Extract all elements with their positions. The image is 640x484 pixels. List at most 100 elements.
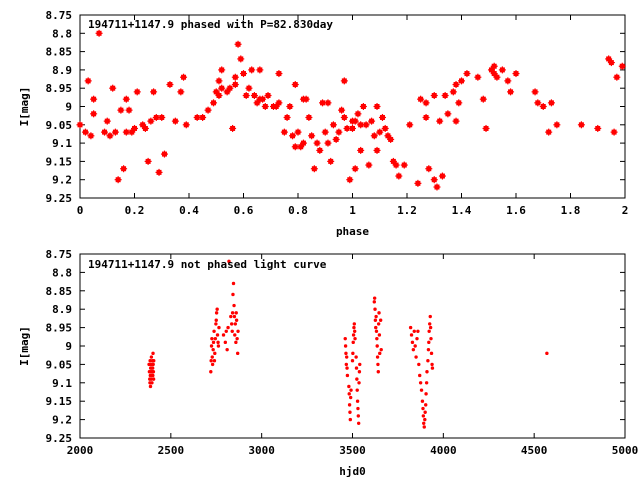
data-point	[347, 392, 351, 396]
data-point	[419, 388, 424, 392]
data-point	[423, 417, 427, 422]
data-point	[547, 99, 555, 107]
data-point	[422, 99, 430, 107]
y-tick-label: 9.25	[46, 432, 73, 445]
data-point	[215, 307, 219, 311]
data-point	[352, 329, 357, 333]
y-tick-label: 8.75	[46, 9, 73, 22]
data-point	[177, 88, 185, 96]
data-point	[414, 179, 422, 187]
data-point	[90, 110, 98, 118]
data-point	[418, 381, 423, 385]
data-point	[151, 377, 156, 381]
data-point	[355, 377, 359, 381]
data-point	[289, 132, 297, 140]
x-tick-label: 4500	[521, 444, 548, 457]
data-point	[114, 176, 122, 184]
data-point	[90, 95, 98, 103]
data-point	[594, 124, 602, 132]
y-tick-label: 9.2	[52, 174, 72, 187]
data-point	[553, 121, 561, 129]
data-point	[122, 95, 130, 103]
data-point	[332, 135, 340, 143]
data-point	[430, 176, 438, 184]
data-point	[425, 165, 433, 173]
data-point	[225, 347, 229, 352]
data-point	[356, 406, 360, 411]
data-point	[350, 359, 355, 363]
data-point	[160, 150, 168, 158]
data-point	[408, 325, 413, 330]
data-point	[415, 336, 419, 341]
data-point	[150, 88, 158, 96]
data-point	[212, 359, 217, 363]
data-point	[412, 329, 416, 333]
data-point	[210, 362, 215, 367]
data-point	[133, 88, 141, 96]
data-point	[418, 373, 422, 378]
y-tick-label: 8.8	[52, 27, 72, 40]
data-point	[353, 336, 357, 341]
data-point	[534, 99, 542, 107]
data-point	[351, 333, 356, 337]
data-point	[474, 73, 482, 81]
data-point	[449, 88, 457, 96]
data-point	[433, 183, 441, 191]
data-point	[95, 29, 103, 37]
data-point	[452, 117, 460, 125]
y-tick-label: 9.15	[46, 395, 73, 408]
data-point	[101, 128, 109, 136]
data-point	[455, 99, 463, 107]
data-point	[199, 113, 207, 121]
data-point	[214, 322, 218, 326]
data-point	[479, 95, 487, 103]
data-point	[283, 113, 291, 121]
data-point	[378, 351, 382, 356]
x-tick-label: 1.8	[561, 204, 581, 217]
data-point	[209, 370, 213, 374]
data-point	[406, 121, 414, 129]
data-point	[374, 325, 378, 330]
data-point	[305, 113, 313, 121]
data-point	[211, 340, 216, 345]
x-tick-label: 0.2	[125, 204, 145, 217]
y-tick-label: 8.75	[46, 248, 73, 261]
data-point	[416, 329, 420, 333]
data-point	[577, 121, 585, 129]
data-point	[458, 77, 465, 85]
data-point	[234, 318, 239, 322]
data-point	[372, 300, 376, 304]
data-point	[605, 55, 613, 63]
data-point	[348, 395, 353, 400]
data-point	[231, 281, 236, 286]
data-point	[155, 168, 163, 176]
data-point	[147, 117, 155, 125]
data-point	[217, 325, 221, 330]
data-point	[417, 362, 421, 367]
x-tick-label: 1.6	[506, 204, 526, 217]
data-point	[422, 421, 426, 425]
data-point	[427, 340, 431, 345]
data-point	[344, 362, 349, 367]
data-point	[212, 329, 216, 333]
data-point	[128, 128, 136, 136]
x-tick-label: 1	[349, 204, 356, 217]
data-points	[147, 259, 549, 429]
data-point	[291, 81, 299, 89]
data-point	[321, 128, 329, 136]
data-point	[223, 88, 231, 96]
data-point	[539, 103, 547, 110]
data-point	[362, 121, 370, 129]
data-point	[232, 303, 236, 308]
data-point	[351, 351, 355, 356]
data-point	[351, 165, 359, 173]
y-axis-label: I[mag]	[18, 326, 31, 366]
data-point	[209, 344, 214, 348]
data-point	[150, 366, 155, 370]
data-point	[297, 143, 305, 151]
data-point	[348, 410, 352, 414]
data-point	[275, 70, 283, 78]
data-point	[387, 135, 395, 143]
data-point	[316, 146, 324, 154]
data-point	[355, 388, 359, 392]
